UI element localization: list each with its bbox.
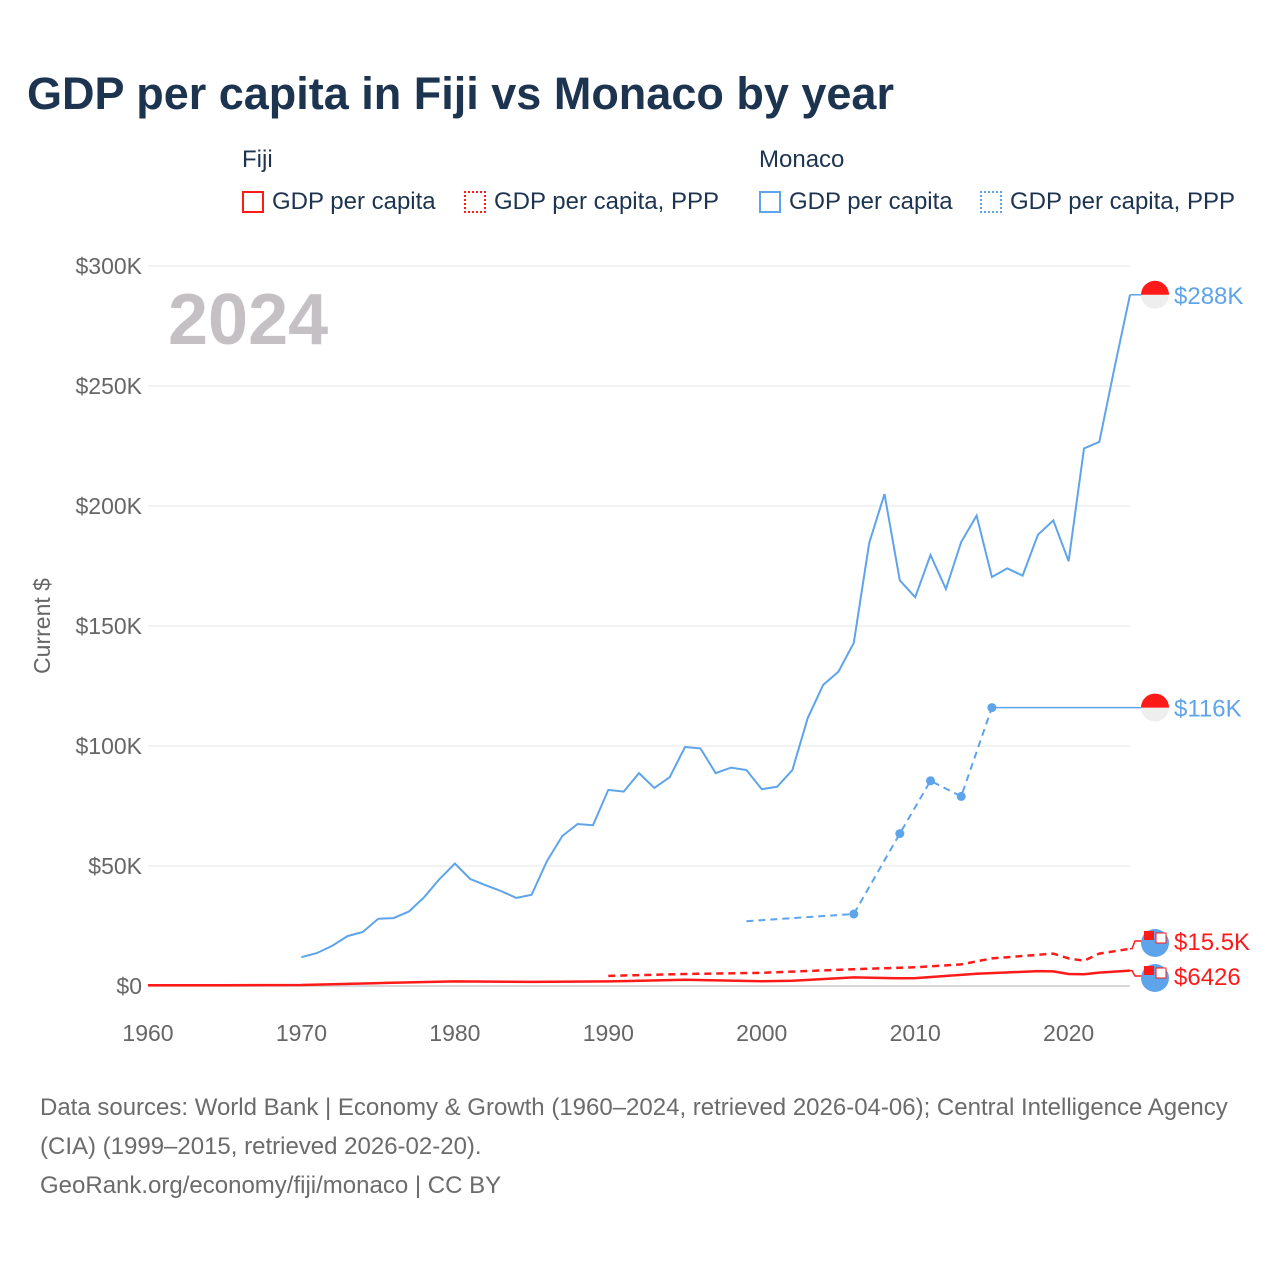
end-value-label: $6426 [1174,964,1241,991]
series-line-monaco-gdp-per-capita [301,294,1131,959]
legend-label: GDP per capita, PPP [1010,188,1235,215]
monaco-flag-icon [1141,280,1169,295]
legend-swatch-dotted [464,191,486,213]
legend-swatch-solid [242,191,264,213]
legend-monaco-gdp[interactable]: GDP per capita [759,188,953,216]
end-value-label: $288K [1174,283,1243,310]
data-sources: Data sources: World Bank | Economy & Gro… [40,1094,1228,1160]
series-line-fiji-gdp-per-capita-ppp [608,947,1131,978]
fiji-flag-icon [1144,931,1154,940]
fiji-flag-icon [1155,932,1167,944]
x-tick-label: 2010 [890,1020,941,1046]
y-tick-label: $50K [88,853,142,879]
legend-swatch-solid [759,191,781,213]
end-value-label: $116K [1174,696,1242,723]
legend-fiji-gdp-ppp[interactable]: GDP per capita, PPP [464,188,719,216]
leader-line [1130,969,1145,977]
y-tick-label: $250K [75,373,142,399]
legend-swatch-dotted [980,191,1002,213]
data-point [926,776,936,786]
source-link[interactable]: GeoRank.org/economy/fiji/monaco | CC BY [40,1172,502,1199]
x-tick-label: 1990 [583,1020,634,1046]
x-tick-label: 2000 [736,1020,787,1046]
legend-label: GDP per capita [789,188,953,215]
legend-monaco-gdp-ppp[interactable]: GDP per capita, PPP [980,188,1235,216]
y-tick-label: $150K [75,613,142,639]
monaco-flag-icon [1141,693,1169,708]
year-label: 2024 [168,280,328,360]
y-tick-label: $200K [75,493,142,519]
legend-label: GDP per capita [272,188,436,215]
y-axis-label: Current $ [29,578,55,674]
fiji-flag-icon [1144,966,1154,975]
x-tick-label: 2020 [1043,1020,1094,1046]
legend-group-monaco: Monaco [759,146,845,173]
leader-line [1130,940,1145,950]
legend-group-fiji: Fiji [242,146,273,173]
y-tick-label: $0 [116,973,142,999]
x-tick-label: 1960 [122,1020,173,1046]
x-tick-label: 1970 [276,1020,327,1046]
data-point [956,791,966,801]
end-value-label: $15.5K [1174,929,1250,956]
footer: Data sources: World Bank | Economy & Gro… [40,1088,1250,1205]
fiji-flag-icon [1155,967,1167,979]
chart-title: GDP per capita in Fiji vs Monaco by year [27,68,894,119]
y-tick-label: $100K [75,733,142,759]
legend-fiji-gdp[interactable]: GDP per capita [242,188,436,216]
y-tick-label: $300K [75,253,142,279]
x-tick-label: 1980 [429,1020,480,1046]
data-point [895,829,905,839]
series-line-monaco-gdp-per-capita-ppp [746,707,993,923]
legend-label: GDP per capita, PPP [494,188,719,215]
data-point [849,909,859,919]
series-line-fiji-gdp-per-capita [147,969,1131,987]
